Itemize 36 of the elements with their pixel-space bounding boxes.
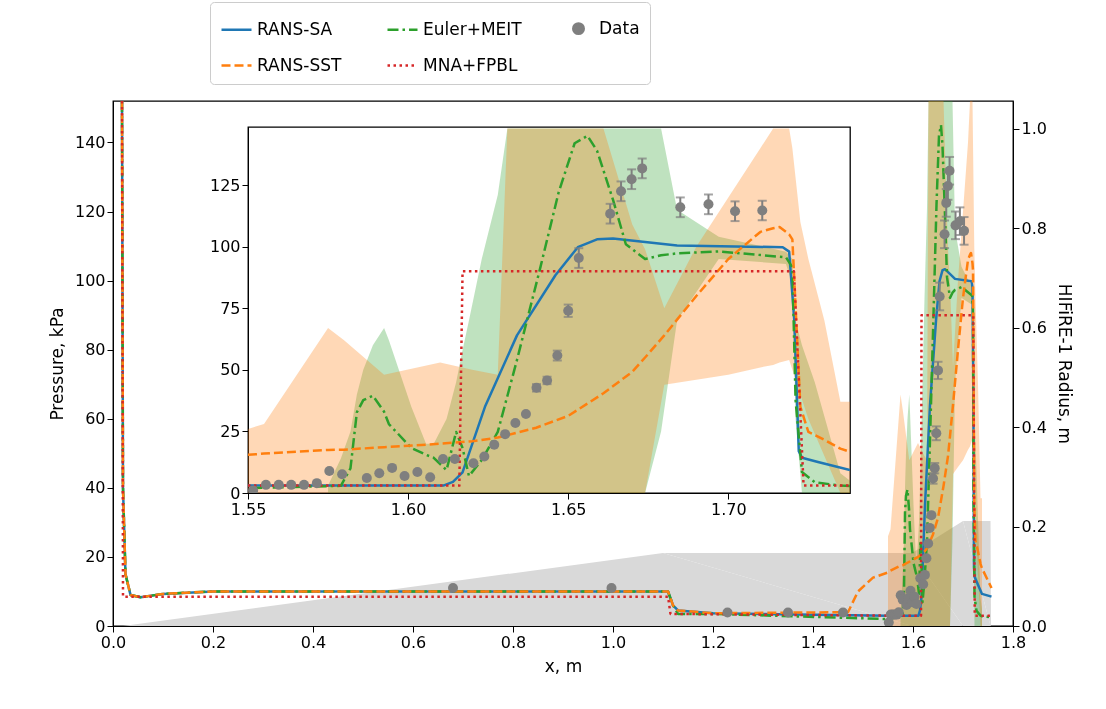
y2-tick-label: 0.6 xyxy=(1021,318,1047,338)
x-axis-title: x, m xyxy=(544,655,583,676)
y-tick-label: 40 xyxy=(85,478,106,498)
y-tick-label: 50 xyxy=(220,360,241,380)
y-tick-label: 100 xyxy=(209,237,241,257)
y-tick-label: 100 xyxy=(74,271,106,291)
x-tick-label: 0.8 xyxy=(500,632,527,652)
legend-label: Data xyxy=(599,17,640,38)
y-tick-label: 60 xyxy=(85,409,106,429)
legend-label: Euler+MEIT xyxy=(423,18,523,39)
y-tick-label: 80 xyxy=(85,340,106,360)
y2-tick-label: 0.2 xyxy=(1021,517,1047,537)
y-tick-label: 25 xyxy=(220,421,241,441)
x-tick-label: 0.2 xyxy=(200,632,227,652)
legend-label: MNA+FPBL xyxy=(423,54,518,75)
x-tick-label: 1.6 xyxy=(900,632,927,652)
y2-tick-label: 0.8 xyxy=(1021,218,1047,238)
x-tick-label: 1.65 xyxy=(550,499,587,519)
x-tick-label: 1.60 xyxy=(390,499,427,519)
y-tick-label: 140 xyxy=(74,132,106,152)
x-tick-label: 1.0 xyxy=(600,632,627,652)
legend-label: RANS-SA xyxy=(257,18,333,39)
x-tick-label: 1.70 xyxy=(711,499,747,519)
x-tick-label: 0.6 xyxy=(400,632,427,652)
y2-tick-label: 1.0 xyxy=(1021,119,1047,139)
y-tick-label: 20 xyxy=(85,547,106,567)
x-tick-label: 0.4 xyxy=(300,632,327,652)
x-tick-label: 1.2 xyxy=(700,632,727,652)
y-tick-label: 120 xyxy=(74,202,106,222)
y-tick-label: 125 xyxy=(209,175,241,195)
y-tick-label: 75 xyxy=(220,298,241,318)
x-tick-label: 1.4 xyxy=(800,632,827,652)
y2-tick-label: 0.4 xyxy=(1021,417,1047,437)
y-axis-title: Pressure, kPa xyxy=(46,307,67,421)
legend-label: RANS-SST xyxy=(257,54,342,75)
y2-axis-title: HIFiRE-1 Radius, m xyxy=(1054,283,1075,445)
